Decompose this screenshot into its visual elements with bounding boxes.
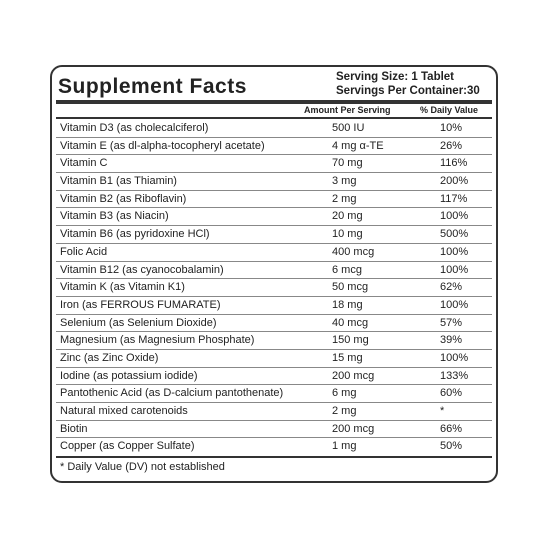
daily-value: 116%	[440, 157, 468, 170]
amount: 70 mg	[332, 157, 363, 170]
daily-value: 39%	[440, 334, 463, 347]
table-row: Vitamin B2 (as Riboflavin) 2 mg 117%	[56, 191, 492, 209]
table-row: Iron (as FERROUS FUMARATE) 18 mg 100%	[56, 297, 492, 315]
amount: 6 mcg	[332, 263, 362, 276]
daily-value: 100%	[440, 263, 469, 276]
amount: 1 mg	[332, 440, 357, 453]
table: Vitamin D3 (as cholecalciferol) 500 IU 10%…	[56, 120, 492, 456]
daily-value: 10%	[440, 122, 463, 134]
nutrient: Iodine (as potassium iodide)	[60, 369, 198, 382]
daily-value: 57%	[440, 316, 463, 329]
amount: 400 mcg	[332, 245, 375, 258]
daily-value: 62%	[440, 281, 463, 294]
daily-value: 50%	[440, 440, 463, 453]
nutrient: Vitamin B1 (as Thiamin)	[60, 175, 177, 188]
daily-value: 60%	[440, 387, 463, 400]
daily-value: *	[440, 405, 445, 417]
table-row: Selenium (as Selenium Dioxide) 40 mcg 57%	[56, 315, 492, 333]
amount: 200 mcg	[332, 422, 375, 435]
supplement-panel: Supplement Facts Serving Size: 1 Tablet …	[50, 65, 498, 483]
nutrient: Iron (as FERROUS FUMARATE)	[60, 298, 221, 311]
table-row: Iodine (as potassium iodide) 200 mcg 133%	[56, 368, 492, 386]
daily-value: 200%	[440, 175, 469, 188]
rule	[56, 117, 492, 119]
amount: 20 mg	[332, 210, 363, 223]
amount: 4 mg α-TE	[332, 139, 384, 152]
nutrient: Natural mixed carotenoids	[60, 405, 188, 417]
amount: 50 mcg	[332, 281, 369, 294]
amount: 10 mg	[332, 228, 363, 241]
nutrient: Vitamin K (as Vitamin K1)	[60, 281, 185, 294]
footnote: * Daily Value (DV) not established	[60, 461, 225, 473]
table-row: Vitamin D3 (as cholecalciferol) 500 IU 10%	[56, 120, 492, 138]
amount: 15 mg	[332, 351, 363, 364]
nutrient: Vitamin E (as dl-alpha-tocopheryl acetat…	[60, 139, 265, 152]
table-row: Vitamin K (as Vitamin K1) 50 mcg 62%	[56, 279, 492, 297]
rule	[56, 100, 492, 104]
serving-size: Serving Size: 1 Tablet	[336, 71, 455, 83]
daily-value: 117%	[440, 192, 468, 205]
daily-value: 500%	[440, 228, 469, 241]
table-row: Vitamin B3 (as Niacin) 20 mg 100%	[56, 208, 492, 227]
nutrient: Pantothenic Acid (as D-calcium pantothen…	[60, 387, 284, 400]
nutrient: Magnesium (as Magnesium Phosphate)	[60, 334, 255, 347]
table-row: Magnesium (as Magnesium Phosphate) 150 mg…	[56, 332, 492, 350]
daily-value: 26%	[440, 139, 463, 152]
nutrient: Vitamin B3 (as Niacin)	[60, 210, 169, 223]
table-row: Folic Acid 400 mcg 100%	[56, 244, 492, 262]
daily-value: 100%	[440, 298, 469, 311]
table-row: Copper (as Copper Sulfate) 1 mg 50%	[56, 438, 492, 456]
table-row: Vitamin E (as dl-alpha-tocopheryl acetat…	[56, 138, 492, 156]
table-row: Vitamin B12 (as cyanocobalamin) 6 mcg 100%	[56, 262, 492, 280]
amount: 3 mg	[332, 175, 357, 188]
nutrient: Folic Acid	[60, 245, 108, 258]
nutrient: Copper (as Copper Sulfate)	[60, 440, 195, 453]
amount: 200 mcg	[332, 369, 375, 382]
table-row: Vitamin B1 (as Thiamin) 3 mg 200%	[56, 173, 492, 191]
daily-value: 100%	[440, 245, 469, 258]
amount: 150 mg	[332, 334, 369, 347]
table-row: Natural mixed carotenoids 2 mg *	[56, 403, 492, 421]
amount: 2 mg	[332, 405, 357, 417]
nutrient: Vitamin C	[60, 157, 108, 170]
daily-value: 66%	[440, 422, 463, 435]
amount: 18 mg	[332, 298, 363, 311]
table-row: Pantothenic Acid (as D-calcium pantothen…	[56, 385, 492, 403]
table-row: Vitamin C 70 mg 116%	[56, 155, 492, 174]
amount: 2 mg	[332, 192, 357, 205]
nutrient: Biotin	[60, 422, 88, 435]
table-row: Vitamin B6 (as pyridoxine HCl) 10 mg 500%	[56, 226, 492, 244]
nutrient: Zinc (as Zinc Oxide)	[60, 351, 159, 364]
table-row: Zinc (as Zinc Oxide) 15 mg 100%	[56, 350, 492, 368]
amount: 40 mcg	[332, 316, 369, 329]
daily-value: 100%	[440, 210, 469, 223]
column-header: Amount Per Serving	[304, 105, 391, 115]
nutrient: Vitamin B12 (as cyanocobalamin)	[60, 263, 224, 276]
amount: 6 mg	[332, 387, 357, 400]
table-row: Biotin 200 mcg 66%	[56, 421, 492, 439]
column-header: % Daily Value	[420, 105, 479, 115]
title: Supplement Facts	[58, 75, 247, 98]
nutrient: Selenium (as Selenium Dioxide)	[60, 316, 217, 329]
rule	[56, 456, 492, 458]
daily-value: 133%	[440, 369, 469, 382]
nutrient: Vitamin D3 (as cholecalciferol)	[60, 122, 209, 134]
daily-value: 100%	[440, 351, 469, 364]
servings-per-container: Servings Per Container:30	[336, 85, 480, 97]
nutrient: Vitamin B6 (as pyridoxine HCl)	[60, 228, 210, 241]
nutrient: Vitamin B2 (as Riboflavin)	[60, 192, 187, 205]
amount: 500 IU	[332, 122, 365, 134]
